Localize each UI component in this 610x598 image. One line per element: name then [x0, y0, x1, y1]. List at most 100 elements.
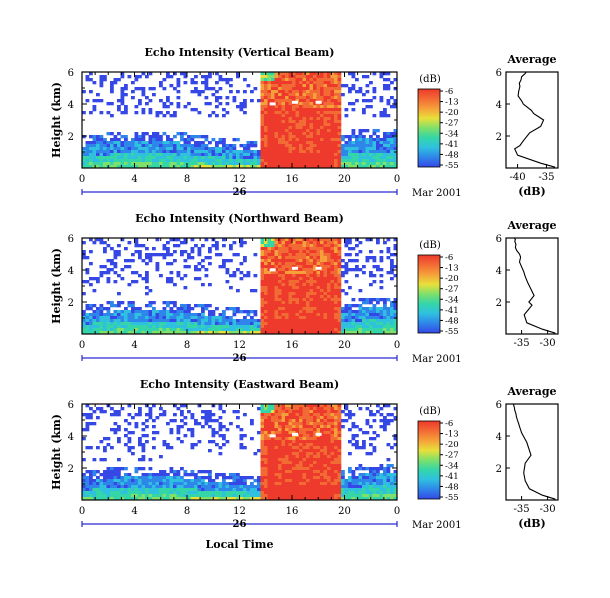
average-title: Average: [506, 219, 556, 232]
avg-y-tick-label: 4: [496, 266, 502, 277]
colorbar-tick-label: -55: [445, 327, 459, 337]
x-tick-label: 0: [79, 340, 85, 351]
avg-y-tick-label: 6: [496, 68, 502, 79]
avg-x-tick-label: -35: [514, 338, 530, 349]
colorbar-tick-label: -6: [445, 253, 453, 263]
x-tick-label: 12: [233, 506, 246, 517]
x-tick-label: 12: [233, 340, 246, 351]
average-profile-line: [512, 403, 556, 500]
date-label: 26: [233, 519, 247, 530]
data-gap: [315, 266, 322, 270]
x-tick-label: 0: [394, 506, 400, 517]
x-tick-label: 0: [394, 340, 400, 351]
y-tick-label: 2: [68, 464, 74, 475]
y-tick-label: 6: [68, 400, 74, 411]
x-tick-label: 8: [184, 506, 190, 517]
x-tick-label: 8: [184, 340, 190, 351]
colorbar: [417, 254, 441, 334]
colorbar-tick-label: -55: [445, 161, 459, 171]
average-profile-line: [513, 71, 556, 168]
avg-y-tick-label: 2: [496, 132, 502, 143]
average-frame: [505, 71, 559, 169]
average-frame: [505, 237, 559, 335]
avg-x-axis-label: (dB): [518, 517, 545, 530]
echo-intensity-heatmap: [82, 72, 397, 168]
colorbar-tick-label: -48: [445, 482, 459, 492]
echo-intensity-heatmap: [82, 238, 397, 334]
avg-x-tick-label: -30: [540, 338, 556, 349]
colorbar-tick-label: -13: [445, 430, 459, 440]
x-tick-label: 16: [286, 340, 299, 351]
date-label: 26: [233, 353, 247, 364]
y-axis-label: Height (km): [50, 248, 63, 324]
avg-x-tick-label: -30: [540, 504, 556, 515]
avg-y-tick-label: 2: [496, 298, 502, 309]
average-frame: [505, 403, 559, 501]
average-title: Average: [506, 385, 556, 398]
data-gap: [292, 432, 298, 436]
colorbar-tick-label: -41: [445, 306, 459, 316]
data-gap: [269, 434, 276, 438]
colorbar-tick-label: -27: [445, 451, 459, 461]
x-tick-label: 0: [394, 174, 400, 185]
x-tick-label: 16: [286, 506, 299, 517]
panel-title: Echo Intensity (Vertical Beam): [144, 46, 334, 59]
x-tick-label: 4: [131, 506, 137, 517]
data-gap: [315, 100, 322, 104]
colorbar: [417, 88, 441, 168]
data-gap: [292, 100, 298, 104]
colorbar-tick-label: -48: [445, 316, 459, 326]
colorbar-tick-label: -34: [445, 295, 459, 305]
colorbar-tick-label: -34: [445, 129, 459, 139]
y-tick-label: 6: [68, 234, 74, 245]
x-tick-label: 16: [286, 174, 299, 185]
avg-y-tick-label: 2: [496, 464, 502, 475]
x-tick-label: 20: [338, 506, 351, 517]
avg-y-tick-label: 4: [496, 100, 502, 111]
colorbar-tick-label: -20: [445, 274, 459, 284]
date-label: 26: [233, 187, 247, 198]
colorbar-tick-label: -27: [445, 119, 459, 129]
data-gap: [269, 102, 276, 106]
y-axis-label: Height (km): [50, 414, 63, 490]
colorbar-tick-label: -41: [445, 140, 459, 150]
avg-y-tick-label: 4: [496, 432, 502, 443]
y-axis-label: Height (km): [50, 82, 63, 158]
colorbar-unit: (dB): [419, 240, 441, 251]
avg-x-tick-label: -40: [510, 172, 526, 183]
colorbar-tick-label: -13: [445, 264, 459, 274]
y-tick-label: 2: [68, 132, 74, 143]
colorbar-tick-label: -27: [445, 285, 459, 295]
colorbar-unit: (dB): [419, 406, 441, 417]
y-tick-label: 4: [68, 432, 74, 443]
x-tick-label: 4: [131, 174, 137, 185]
colorbar-tick-label: -41: [445, 472, 459, 482]
panel-title: Echo Intensity (Northward Beam): [135, 212, 344, 225]
avg-x-axis-label: (dB): [518, 185, 545, 198]
month-label: Mar 2001: [412, 354, 462, 365]
colorbar-tick-label: -6: [445, 419, 453, 429]
y-tick-label: 4: [68, 100, 74, 111]
avg-y-tick-label: 6: [496, 234, 502, 245]
colorbar-tick-label: -48: [445, 150, 459, 160]
avg-x-tick-label: -35: [538, 172, 554, 183]
average-title: Average: [506, 53, 556, 66]
x-tick-label: 0: [79, 174, 85, 185]
echo-intensity-heatmap: [82, 404, 397, 500]
colorbar-tick-label: -55: [445, 493, 459, 503]
data-gap: [292, 266, 298, 270]
colorbar-tick-label: -6: [445, 87, 453, 97]
x-axis-label: Local Time: [206, 538, 274, 551]
x-tick-label: 4: [131, 340, 137, 351]
x-tick-label: 20: [338, 174, 351, 185]
colorbar: [417, 420, 441, 500]
x-tick-label: 8: [184, 174, 190, 185]
data-gap: [269, 268, 276, 272]
x-tick-label: 12: [233, 174, 246, 185]
y-tick-label: 4: [68, 266, 74, 277]
y-tick-label: 6: [68, 68, 74, 79]
y-tick-label: 2: [68, 298, 74, 309]
x-tick-label: 0: [79, 506, 85, 517]
month-label: Mar 2001: [412, 188, 462, 199]
